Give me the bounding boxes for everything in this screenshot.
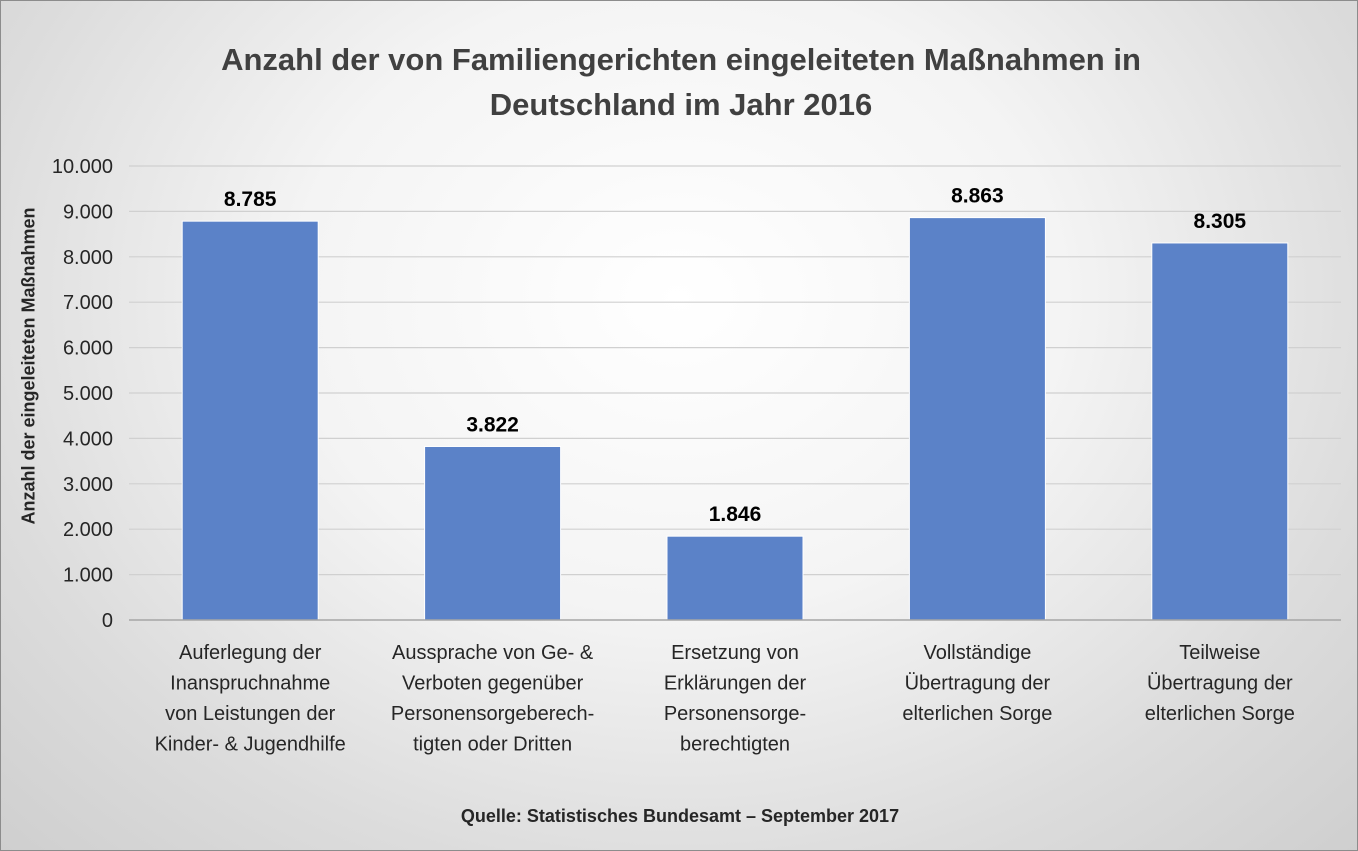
x-tick-label: Teilweise bbox=[1179, 642, 1260, 664]
data-label: 3.822 bbox=[466, 413, 519, 436]
source-note: Quelle: Statistisches Bundesamt – Septem… bbox=[460, 806, 900, 826]
data-label: 8.305 bbox=[1194, 210, 1247, 233]
data-label: 8.785 bbox=[224, 188, 277, 211]
bar bbox=[424, 445, 562, 621]
x-tick-label: Kinder- & Jugendhilfe bbox=[155, 734, 346, 756]
x-tick-label: Übertragung der bbox=[905, 673, 1051, 695]
x-tick-label: Verboten gegenüber bbox=[402, 673, 584, 695]
x-tick-label: Inanspruchnahme bbox=[170, 673, 330, 695]
x-tick-label: tigten oder Dritten bbox=[413, 734, 572, 756]
x-tick-label: elterlichen Sorge bbox=[1145, 703, 1295, 725]
chart-title: Anzahl der von Familiengerichten eingele… bbox=[221, 42, 1141, 122]
y-tick-label: 4.000 bbox=[63, 428, 113, 450]
y-tick-label: 1.000 bbox=[63, 565, 113, 587]
x-tick-label: Ersetzung von bbox=[671, 642, 799, 664]
bar bbox=[181, 220, 319, 621]
data-label: 1.846 bbox=[709, 503, 762, 526]
x-tick-label: Personensorgeberech- bbox=[391, 703, 594, 725]
y-tick-label: 10.000 bbox=[52, 156, 113, 178]
x-tick-label: Erklärungen der bbox=[664, 673, 807, 695]
y-tick-label: 2.000 bbox=[63, 519, 113, 541]
bar bbox=[908, 217, 1046, 621]
y-tick-label: 0 bbox=[102, 610, 113, 632]
x-tick-label: Vollständige bbox=[923, 642, 1031, 664]
x-tick-label: von Leistungen der bbox=[165, 703, 335, 725]
y-tick-label: 7.000 bbox=[63, 292, 113, 314]
x-tick-label: elterlichen Sorge bbox=[902, 703, 1052, 725]
bar bbox=[666, 535, 804, 621]
data-label: 8.863 bbox=[951, 185, 1004, 208]
x-tick-label: Übertragung der bbox=[1147, 673, 1293, 695]
y-tick-label: 5.000 bbox=[63, 383, 113, 405]
y-tick-label: 6.000 bbox=[63, 338, 113, 360]
x-tick-label: Auferlegung der bbox=[179, 642, 322, 664]
x-tick-label: Aussprache von Ge- & bbox=[392, 642, 594, 664]
bar bbox=[1151, 242, 1289, 621]
x-tick-label: Personensorge- bbox=[664, 703, 806, 725]
y-tick-label: 3.000 bbox=[63, 474, 113, 496]
y-tick-label: 9.000 bbox=[63, 201, 113, 223]
y-tick-label: 8.000 bbox=[63, 247, 113, 269]
x-tick-label: berechtigten bbox=[680, 734, 790, 756]
